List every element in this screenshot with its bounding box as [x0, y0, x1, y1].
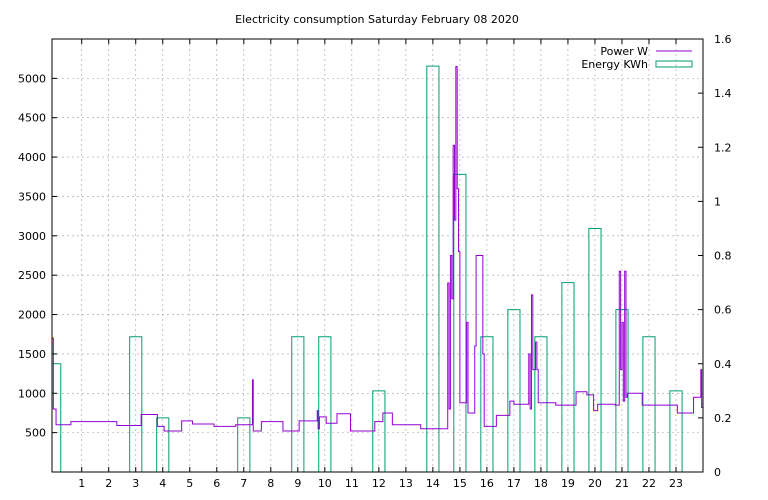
x-tick-label: 15: [453, 477, 467, 490]
y2-tick-label: 0.4: [714, 358, 732, 371]
legend-swatch-energy: [655, 60, 693, 68]
chart-title: Electricity consumption Saturday Februar…: [235, 13, 519, 26]
x-tick-label: 1: [78, 477, 85, 490]
y1-tick-label: 2500: [18, 269, 46, 282]
power-series: [52, 66, 703, 432]
x-tick-label: 6: [213, 477, 220, 490]
x-tick-label: 4: [159, 477, 166, 490]
y2-tick-label: 0.6: [714, 304, 732, 317]
x-tick-label: 13: [399, 477, 413, 490]
y2-tick-label: 0.2: [714, 412, 732, 425]
energy-bar: [669, 390, 683, 472]
x-tick-label: 7: [240, 477, 247, 490]
y1-tick-label: 5000: [18, 72, 46, 85]
y2-tick-label: 1.4: [714, 87, 732, 100]
energy-bar: [318, 336, 332, 472]
x-tick-label: 22: [642, 477, 656, 490]
x-tick-label: 2: [105, 477, 112, 490]
grid-layer: [52, 39, 703, 472]
energy-bar: [534, 336, 548, 472]
x-tick-label: 18: [534, 477, 548, 490]
energy-series: [51, 65, 683, 472]
energy-bar: [588, 227, 602, 472]
energy-bar: [453, 173, 467, 472]
axis-ticks: 1 2 3 4 5 6 7 8 9 10 11 12 13 14 15 16 17 18 19 20 21 22 23500…: [18, 33, 732, 490]
x-tick-label: 14: [426, 477, 440, 490]
power-line: [52, 66, 703, 432]
energy-bar: [507, 309, 521, 472]
y1-tick-label: 3000: [18, 230, 46, 243]
y2-tick-label: 0: [714, 466, 721, 479]
x-tick-label: 10: [318, 477, 332, 490]
y1-tick-label: 2000: [18, 309, 46, 322]
y1-tick-label: 1000: [18, 387, 46, 400]
energy-bar: [426, 65, 440, 472]
energy-bar: [156, 417, 170, 472]
energy-bar: [237, 417, 251, 472]
y2-tick-label: 1: [714, 195, 721, 208]
x-tick-label: 9: [294, 477, 301, 490]
y1-tick-label: 1500: [18, 348, 46, 361]
y2-tick-label: 1.6: [714, 33, 732, 46]
y1-tick-label: 500: [25, 427, 46, 440]
energy-bar: [129, 336, 143, 472]
y2-tick-label: 0.8: [714, 250, 732, 263]
x-tick-label: 21: [615, 477, 629, 490]
energy-bar: [615, 309, 629, 472]
x-tick-label: 8: [267, 477, 274, 490]
x-tick-label: 23: [669, 477, 683, 490]
legend-label-energy: Energy KWh: [581, 58, 648, 71]
x-tick-label: 19: [561, 477, 575, 490]
y2-tick-label: 1.2: [714, 141, 732, 154]
x-tick-label: 11: [345, 477, 359, 490]
energy-bar: [480, 336, 494, 472]
y1-tick-label: 4500: [18, 112, 46, 125]
y1-tick-label: 3500: [18, 190, 46, 203]
legend-label-power: Power W: [600, 45, 648, 58]
x-tick-label: 20: [588, 477, 602, 490]
legend: Power W Energy KWh: [581, 45, 693, 71]
x-tick-label: 17: [507, 477, 521, 490]
x-tick-label: 5: [186, 477, 193, 490]
x-tick-label: 12: [372, 477, 386, 490]
x-tick-label: 16: [480, 477, 494, 490]
energy-bar: [642, 336, 656, 472]
energy-bar: [291, 336, 305, 472]
y1-tick-label: 4000: [18, 151, 46, 164]
energy-bar: [561, 282, 575, 472]
x-tick-label: 3: [132, 477, 139, 490]
